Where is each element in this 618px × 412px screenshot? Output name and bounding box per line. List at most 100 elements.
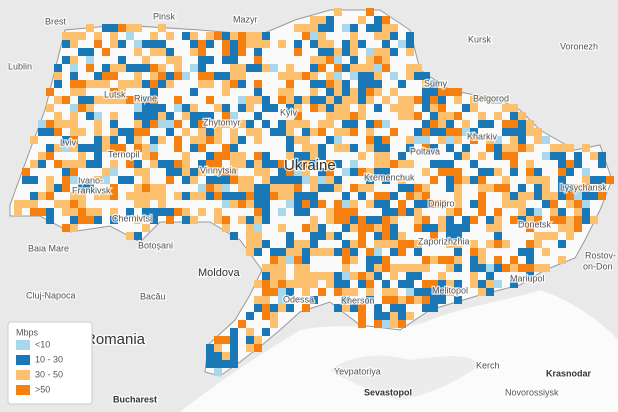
speed-cell — [398, 248, 406, 256]
speed-cell — [70, 56, 78, 64]
speed-cell — [150, 144, 158, 152]
speed-cell — [150, 184, 158, 192]
speed-cell — [526, 248, 534, 256]
speed-cell — [22, 168, 30, 176]
speed-cell — [238, 320, 246, 328]
speed-cell — [46, 128, 54, 136]
speed-cell — [390, 160, 398, 168]
speed-cell — [374, 48, 382, 56]
speed-cell — [78, 192, 86, 200]
speed-cell — [350, 216, 358, 224]
speed-cell — [398, 304, 406, 312]
speed-cell — [374, 152, 382, 160]
speed-cell — [334, 56, 342, 64]
speed-cell — [238, 40, 246, 48]
speed-cell — [70, 160, 78, 168]
speed-cell — [94, 80, 102, 88]
speed-cell — [78, 184, 86, 192]
speed-cell — [382, 160, 390, 168]
speed-cell — [350, 112, 358, 120]
speed-cell — [222, 192, 230, 200]
black-sea — [180, 290, 618, 412]
speed-cell — [310, 96, 318, 104]
city-label: Kyiv — [280, 107, 298, 117]
speed-cell — [78, 200, 86, 208]
speed-cell — [526, 216, 534, 224]
speed-cell — [518, 184, 526, 192]
speed-cell — [598, 160, 606, 168]
speed-cell — [46, 88, 54, 96]
speed-cell — [382, 176, 390, 184]
speed-cell — [574, 216, 582, 224]
speed-cell — [390, 232, 398, 240]
speed-cell — [102, 72, 110, 80]
speed-cell — [254, 208, 262, 216]
speed-cell — [230, 160, 238, 168]
city-label: Rivne — [134, 93, 157, 103]
speed-cell — [382, 96, 390, 104]
speed-cell — [558, 160, 566, 168]
speed-cell — [270, 176, 278, 184]
speed-cell — [278, 192, 286, 200]
speed-cell — [550, 192, 558, 200]
speed-cell — [254, 192, 262, 200]
speed-cell — [470, 104, 478, 112]
speed-cell — [446, 160, 454, 168]
speed-cell — [454, 224, 462, 232]
speed-cell — [414, 296, 422, 304]
speed-cell — [318, 200, 326, 208]
speed-cell — [262, 96, 270, 104]
speed-cell — [246, 200, 254, 208]
speed-cell — [222, 200, 230, 208]
speed-cell — [142, 40, 150, 48]
speed-cell — [54, 80, 62, 88]
speed-cell — [278, 96, 286, 104]
speed-cell — [94, 208, 102, 216]
speed-cell — [398, 296, 406, 304]
speed-cell — [70, 120, 78, 128]
legend-label: <10 — [35, 339, 50, 349]
speed-cell — [358, 232, 366, 240]
speed-cell — [470, 248, 478, 256]
speed-cell — [310, 32, 318, 40]
speed-cell — [238, 152, 246, 160]
speed-cell — [510, 120, 518, 128]
speed-cell — [334, 104, 342, 112]
speed-cell — [374, 272, 382, 280]
speed-cell — [54, 64, 62, 72]
speed-cell — [430, 112, 438, 120]
speed-cell — [374, 312, 382, 320]
speed-cell — [366, 168, 374, 176]
speed-cell — [110, 144, 118, 152]
speed-cell — [302, 192, 310, 200]
speed-cell — [198, 56, 206, 64]
speed-cell — [246, 192, 254, 200]
speed-cell — [182, 216, 190, 224]
speed-cell — [382, 256, 390, 264]
speed-cell — [374, 304, 382, 312]
speed-cell — [238, 96, 246, 104]
speed-cell — [598, 176, 606, 184]
speed-cell — [294, 96, 302, 104]
speed-cell — [94, 176, 102, 184]
speed-cell — [30, 208, 38, 216]
speed-cell — [78, 160, 86, 168]
speed-cell — [246, 184, 254, 192]
speed-cell — [150, 48, 158, 56]
speed-cell — [342, 192, 350, 200]
speed-cell — [422, 80, 430, 88]
speed-cell — [494, 224, 502, 232]
speed-cell — [214, 192, 222, 200]
speed-cell — [302, 200, 310, 208]
speed-cell — [478, 264, 486, 272]
speed-cell — [214, 160, 222, 168]
speed-cell — [422, 184, 430, 192]
speed-cell — [246, 64, 254, 72]
speed-cell — [406, 280, 414, 288]
speed-cell — [390, 312, 398, 320]
speed-cell — [166, 216, 174, 224]
speed-cell — [510, 256, 518, 264]
speed-cell — [222, 88, 230, 96]
speed-cell — [286, 304, 294, 312]
speed-cell — [270, 312, 278, 320]
